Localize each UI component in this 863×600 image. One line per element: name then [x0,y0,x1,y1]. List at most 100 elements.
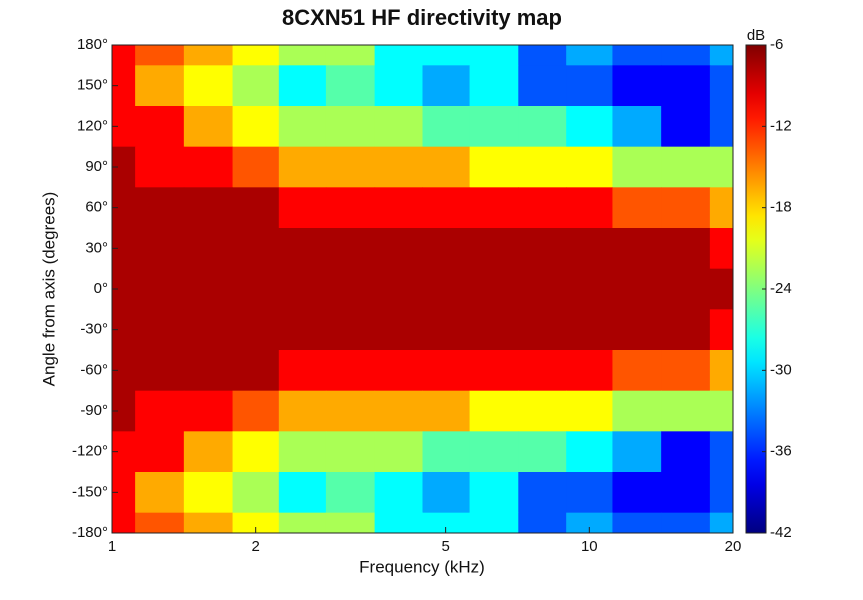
contour-cell [183,350,234,392]
contour-cell [422,268,471,310]
contour-cell [612,187,662,229]
contour-cell [278,228,327,270]
colorbar-tick-label: -42 [770,524,792,541]
contour-cell [709,146,733,188]
y-tick-label: -150° [72,483,108,500]
contour-cell [566,106,613,148]
contour-cell [232,187,280,229]
contour-cell [183,309,234,351]
contour-cell [112,268,136,310]
contour-cell [469,431,519,473]
y-tick-label: -30° [80,321,108,338]
contour-cell [661,431,711,473]
chart-title: 8CXN51 HF directivity map [282,5,562,30]
contour-cell [661,268,711,310]
contour-cell [183,512,234,533]
contour-cell [661,106,711,148]
contour-cell [278,65,327,107]
contour-cell [374,390,423,432]
contour-cell [709,350,733,392]
contour-cell [518,187,567,229]
contour-cell [112,146,136,188]
contour-cell [112,431,136,473]
contour-cell [232,228,280,270]
contour-cell [112,512,136,533]
colorbar-tick-label: -30 [770,361,792,378]
contour-cell [612,472,662,514]
contour-cell [278,187,327,229]
y-tick-label: 0° [94,280,108,297]
x-tick-label: 20 [725,538,742,555]
contour-cell [183,472,234,514]
contour-cell [374,472,423,514]
contour-cell [112,45,136,66]
contour-cell [709,390,733,432]
contour-cell [422,309,471,351]
contour-cell [612,45,662,66]
contour-cell [709,512,733,533]
contour-cell [325,228,376,270]
contour-cell [422,472,471,514]
contour-cell [709,106,733,148]
contour-cell [325,268,376,310]
y-tick-label: -60° [80,361,108,378]
contour-cell [518,106,567,148]
contour-cell [325,309,376,351]
contour-cell [374,146,423,188]
contour-cell [278,350,327,392]
contour-cell [325,431,376,473]
contour-cell [661,472,711,514]
contour-cell [232,512,280,533]
contour-cell [612,431,662,473]
y-tick-label: 150° [77,77,108,94]
contour-cell [278,45,327,66]
x-tick-label: 1 [108,538,116,555]
y-tick-label: 90° [85,158,108,175]
x-axis-label: Frequency (kHz) [359,557,485,576]
contour-cell [566,228,613,270]
contour-cell [469,512,519,533]
contour-cell [422,512,471,533]
contour-cell [518,146,567,188]
contour-cell [566,268,613,310]
contour-cell [422,146,471,188]
contour-cell [661,350,711,392]
colorbar-label: dB [747,27,765,44]
contour-cell [469,268,519,310]
contour-cell [278,268,327,310]
colorbar-tick-label: -12 [770,117,792,134]
contour-cell [278,390,327,432]
contour-cell [661,65,711,107]
contour-cell [518,65,567,107]
contour-cell [374,106,423,148]
y-tick-label: -180° [72,524,108,541]
y-axis-label: Angle from axis (degrees) [39,192,58,387]
contour-cell [661,228,711,270]
contour-cell [518,309,567,351]
contour-cell [232,472,280,514]
contour-cell [518,45,567,66]
contour-cell [566,65,613,107]
contour-cell [232,390,280,432]
y-tick-label: 120° [77,117,108,134]
contour-cell [374,431,423,473]
contour-cell [518,512,567,533]
contour-cell [709,309,733,351]
contour-cell [112,472,136,514]
contour-cell [183,106,234,148]
contour-cell [661,309,711,351]
contour-cell [325,146,376,188]
contour-cell [135,106,185,148]
contour-cell [469,390,519,432]
contour-cell [374,512,423,533]
contour-cell [112,390,136,432]
contour-cell [135,431,185,473]
contour-cell [612,146,662,188]
contour-cell [566,431,613,473]
contour-cell [422,390,471,432]
contour-cell [661,146,711,188]
contour-cell [183,390,234,432]
contour-cell [612,512,662,533]
colorbar-tick-label: -6 [770,36,783,53]
